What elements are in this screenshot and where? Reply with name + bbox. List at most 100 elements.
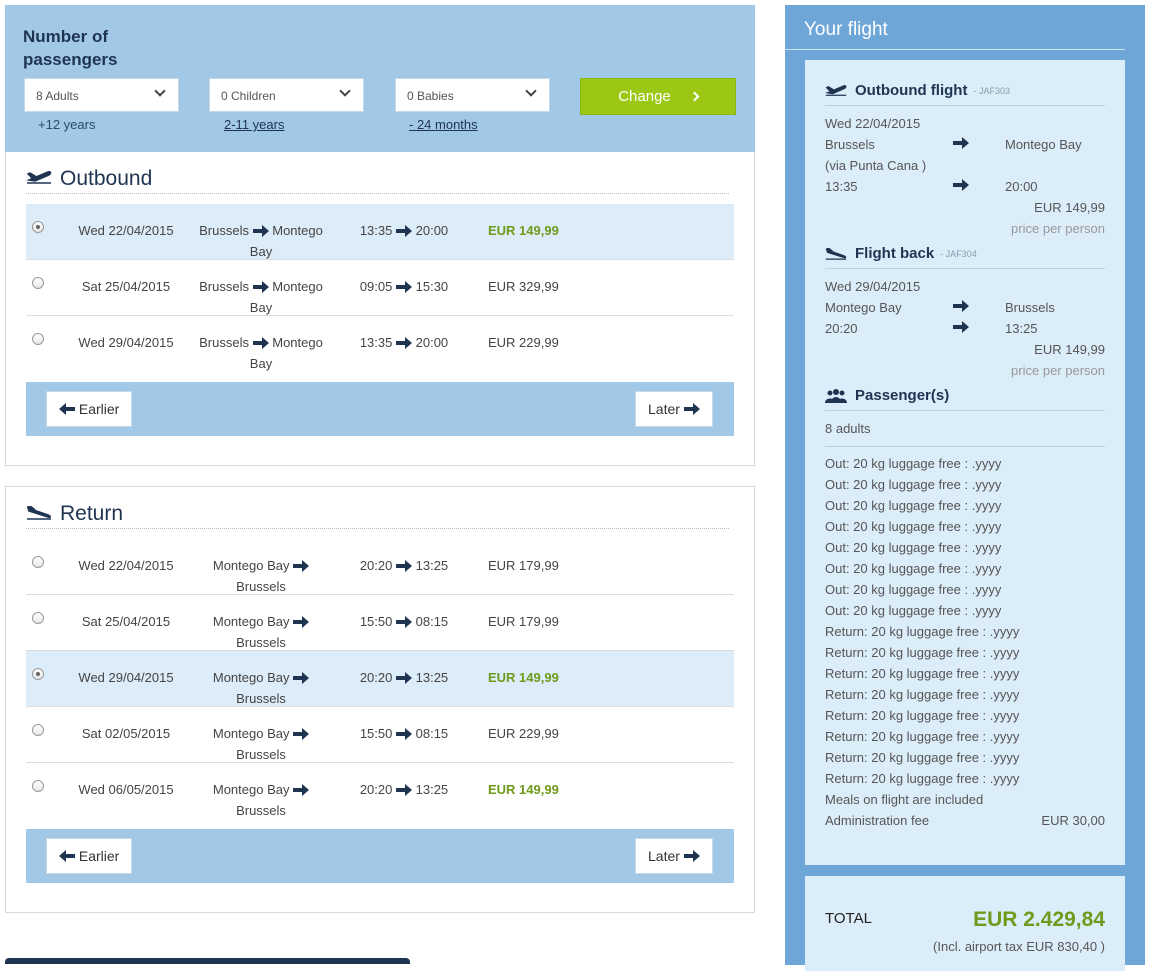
- chevron-down-icon: [154, 85, 166, 97]
- dep-time: 20:20: [359, 782, 393, 797]
- route-to: Montego Bay: [249, 279, 323, 315]
- flight-row[interactable]: Sat 25/04/2015 Brussels Montego Bay 09:05 …: [26, 260, 734, 316]
- extra-item: Out: 20 kg luggage free : .yyyy: [825, 603, 1002, 618]
- summary-back-price: EUR 149,99: [1034, 342, 1105, 357]
- flight-row[interactable]: Sat 02/05/2015 Montego Bay Brussels 15:50 …: [26, 707, 734, 763]
- flight-date: Sat 02/05/2015: [81, 726, 171, 741]
- arrow-right-icon: [396, 223, 412, 238]
- flight-row[interactable]: Wed 29/04/2015 Montego Bay Brussels 20:20 …: [26, 651, 734, 707]
- arrow-right-icon: [396, 726, 412, 741]
- summary-out-via: (via Punta Cana ): [825, 158, 927, 173]
- extra-item: Out: 20 kg luggage free : .yyyy: [825, 519, 1002, 534]
- flight-date: Wed 29/04/2015: [78, 335, 174, 350]
- outbound-flight-heading: Outbound flight - JAF303: [825, 82, 1105, 106]
- adults-select[interactable]: 8 Adults: [24, 78, 179, 112]
- summary-panel: Outbound flight - JAF303 Wed 22/04/2015 …: [805, 60, 1125, 865]
- total-value: EUR 2.429,84: [973, 908, 1105, 931]
- extra-item: Return: 20 kg luggage free : .yyyy: [825, 708, 1020, 723]
- arrow-right-icon: [252, 223, 269, 238]
- flight-row[interactable]: Wed 22/04/2015 Brussels Montego Bay 13:35 …: [26, 204, 734, 260]
- flight-route: Montego Bay Brussels: [191, 723, 331, 765]
- flight-radio[interactable]: [32, 724, 44, 736]
- babies-select[interactable]: 0 Babies: [395, 78, 550, 112]
- arrow-right-icon: [252, 279, 269, 294]
- flight-radio[interactable]: [32, 277, 44, 289]
- arrow-right-icon: [396, 279, 412, 294]
- passenger-selector: Number of passengers 8 Adults 0 Children…: [5, 5, 755, 152]
- children-select[interactable]: 0 Children: [209, 78, 364, 112]
- adults-age-hint: +12 years: [38, 117, 96, 132]
- arr-time: 13:25: [415, 670, 449, 685]
- route-from: Brussels: [199, 335, 249, 350]
- route-from: Montego Bay: [212, 726, 290, 741]
- flight-times: 20:20 13:25: [359, 667, 449, 688]
- flight-row[interactable]: Sat 25/04/2015 Montego Bay Brussels 15:50 …: [26, 595, 734, 651]
- extra-item: Return: 20 kg luggage free : .yyyy: [825, 624, 1020, 639]
- change-label: Change: [618, 88, 671, 105]
- arrow-right-icon: [293, 670, 310, 685]
- flight-price: EUR 179,99: [488, 558, 559, 573]
- flight-route: Brussels Montego Bay: [191, 220, 331, 262]
- plane-takeoff-icon: [825, 84, 847, 96]
- flight-back-title: Flight back: [855, 245, 935, 262]
- children-age-link[interactable]: 2-11 years: [224, 117, 285, 132]
- flight-radio[interactable]: [32, 333, 44, 345]
- flight-radio[interactable]: [32, 556, 44, 568]
- flight-times: 15:50 08:15: [359, 723, 449, 744]
- dep-time: 20:20: [359, 670, 393, 685]
- plane-landing-icon: [26, 506, 51, 520]
- flight-row[interactable]: Wed 22/04/2015 Montego Bay Brussels 20:20 …: [26, 539, 734, 595]
- passengers-count: 8 adults: [825, 421, 871, 436]
- route-from: Montego Bay: [212, 558, 290, 573]
- children-value: 0 Children: [221, 89, 276, 103]
- flight-route: Montego Bay Brussels: [191, 611, 331, 653]
- dep-time: 13:35: [359, 335, 393, 350]
- arr-time: 15:30: [415, 279, 449, 294]
- total-label: TOTAL: [825, 910, 872, 927]
- flight-price: EUR 149,99: [488, 670, 559, 685]
- flight-row[interactable]: Wed 29/04/2015 Brussels Montego Bay 13:35 …: [26, 316, 734, 372]
- earlier-label: Earlier: [78, 401, 120, 417]
- earlier-label: Earlier: [78, 848, 120, 864]
- total-panel: TOTAL EUR 2.429,84 (Incl. airport tax EU…: [805, 876, 1125, 971]
- flight-radio[interactable]: [32, 612, 44, 624]
- arrow-right-icon: [683, 850, 700, 863]
- summary-out-route: Brussels Montego Bay: [825, 134, 1105, 155]
- summary-back-to: Brussels: [1005, 300, 1055, 315]
- later-button[interactable]: Later: [635, 391, 713, 427]
- babies-age-link[interactable]: - 24 months: [409, 117, 478, 132]
- summary-out-to: Montego Bay: [1005, 137, 1082, 152]
- extras-list: Out: 20 kg luggage free : .yyyy Out: 20 k…: [825, 453, 1105, 810]
- arr-time: 08:15: [415, 614, 449, 629]
- plane-takeoff-icon: [26, 171, 52, 184]
- route-to: Montego Bay: [249, 223, 323, 259]
- flight-back-heading: Flight back - JAF304: [825, 245, 1105, 269]
- extra-item: Out: 20 kg luggage free : .yyyy: [825, 456, 1002, 471]
- flight-radio[interactable]: [32, 221, 44, 233]
- later-button[interactable]: Later: [635, 838, 713, 874]
- summary-out-dep: 13:35: [825, 179, 858, 194]
- summary-back-route: Montego Bay Brussels: [825, 297, 1105, 318]
- earlier-button[interactable]: Earlier: [46, 391, 133, 427]
- outbound-section: Outbound Wed 22/04/2015 Brussels Montego …: [5, 152, 755, 466]
- arrow-right-icon: [683, 403, 700, 416]
- flight-radio[interactable]: [32, 668, 44, 680]
- arr-time: 20:00: [415, 223, 449, 238]
- booking-form: Number of passengers 8 Adults 0 Children…: [5, 5, 755, 913]
- arrow-left-icon: [59, 403, 75, 416]
- route-from: Montego Bay: [212, 782, 290, 797]
- flight-radio[interactable]: [32, 780, 44, 792]
- flight-row[interactable]: Wed 06/05/2015 Montego Bay Brussels 20:20 …: [26, 763, 734, 819]
- earlier-button[interactable]: Earlier: [46, 838, 133, 874]
- route-to: Brussels: [236, 747, 286, 762]
- flight-price: EUR 229,99: [488, 726, 559, 741]
- change-button[interactable]: Change: [580, 78, 736, 115]
- arrow-right-icon: [293, 614, 310, 629]
- arrow-right-icon: [396, 782, 412, 797]
- arrow-right-icon: [293, 726, 310, 741]
- route-to: Brussels: [236, 691, 286, 706]
- flight-price: EUR 149,99: [488, 782, 559, 797]
- arrow-right-icon: [396, 335, 412, 350]
- outbound-flight-code: - JAF303: [973, 85, 1010, 96]
- route-from: Montego Bay: [212, 614, 290, 629]
